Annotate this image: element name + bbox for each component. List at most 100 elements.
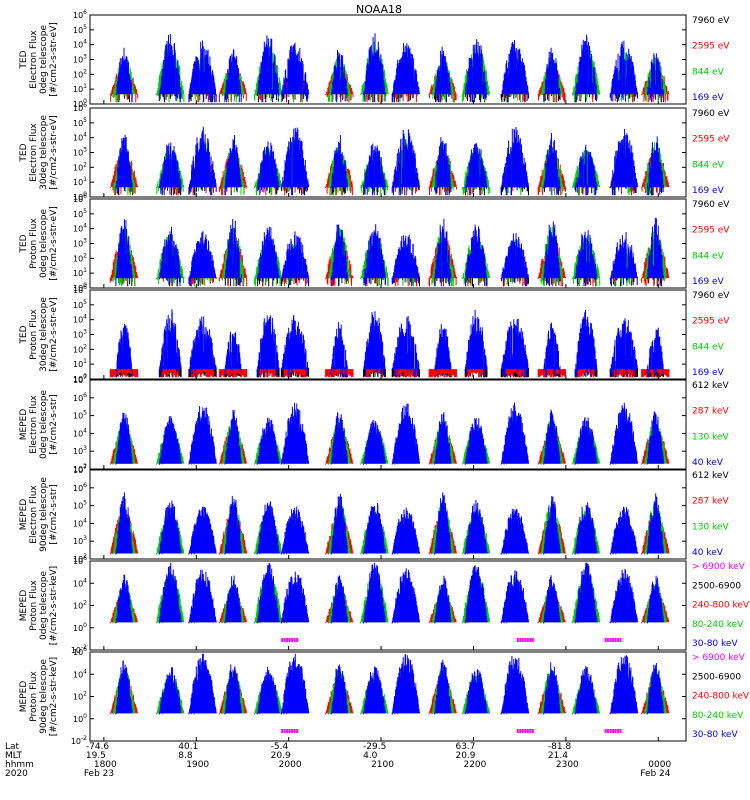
y-tick-label: 106 xyxy=(73,392,87,403)
axis-value: 4.0 xyxy=(363,751,378,761)
marker xyxy=(524,729,527,733)
ylabel-line: TED xyxy=(19,234,29,253)
panel-ylabel: TEDProton Flux0deg telescope[#/cm2-s-str… xyxy=(19,206,59,281)
marker xyxy=(288,638,291,642)
y-tick-label: 100 xyxy=(73,373,87,384)
marker xyxy=(607,638,610,642)
y-tick-exponent: 3 xyxy=(83,147,87,154)
axis-value: 2200 xyxy=(463,760,486,770)
y-tick-exponent: 6 xyxy=(83,482,87,489)
y-tick-exponent: 3 xyxy=(83,54,87,61)
ylabel-line: [#/cm2-s-str] xyxy=(49,394,59,454)
ylabel-line: Proton Flux xyxy=(29,580,39,631)
axis-value: 20.9 xyxy=(271,751,291,761)
legend-entry: 612 keV xyxy=(692,381,729,391)
y-tick-label: 104 xyxy=(73,517,87,528)
axis-value: -81.8 xyxy=(548,742,572,752)
y-tick-exponent: 4 xyxy=(83,223,87,230)
data-trace xyxy=(115,126,664,196)
axis-value: 8.8 xyxy=(178,751,193,761)
axis-value: Feb 24 xyxy=(640,769,671,779)
y-tick-label: 104 xyxy=(73,314,87,325)
y-tick-exponent: 3 xyxy=(83,329,87,336)
marker xyxy=(617,729,620,733)
panel-ylabel: TEDProton Flux30deg telescope[#/cm2-s-st… xyxy=(19,297,59,372)
panel-ylabel: MEPEDProton Flux0deg telescope[#/cm2-s-s… xyxy=(19,566,59,645)
y-tick-exponent: 2 xyxy=(83,463,87,470)
marker xyxy=(288,729,291,733)
axis-value: -29.5 xyxy=(363,742,386,752)
marker xyxy=(612,638,615,642)
y-tick-label: 100 xyxy=(73,191,87,202)
marker xyxy=(531,729,534,733)
legend-entry: 169 eV xyxy=(692,186,725,196)
y-tick-label: 103 xyxy=(73,238,87,249)
ylabel-line: 90deg telescope xyxy=(39,659,49,734)
legend-entry: 844 eV xyxy=(692,251,725,261)
ylabel-line: [#/cm2-s-str-eV] xyxy=(49,22,59,97)
y-tick-label: 103 xyxy=(73,329,87,340)
axis-value: 21.4 xyxy=(548,751,568,761)
legend-entry: 7960 eV xyxy=(692,16,730,26)
y-tick-label: 102 xyxy=(73,600,87,611)
ylabel-line: 30deg telescope xyxy=(39,297,49,372)
y-tick-exponent: 2 xyxy=(83,252,87,259)
y-tick-label: 105 xyxy=(73,117,87,128)
legend-entry: 7960 eV xyxy=(692,109,730,119)
ylabel-line: Electron Flux xyxy=(29,395,39,454)
marker xyxy=(296,729,299,733)
panel-8: 10-2 100 102 104 106 MEPEDProton Flux90deg te… xyxy=(19,646,750,746)
y-tick-label: 105 xyxy=(73,299,87,310)
panel-ylabel: MEPEDElectron Flux90deg telescope[#/cm2-… xyxy=(19,477,59,552)
y-tick-label: 102 xyxy=(73,161,87,172)
y-tick-exponent: 5 xyxy=(83,117,87,124)
y-tick-label: 103 xyxy=(73,445,87,456)
ylabel-line: Electron Flux xyxy=(29,123,39,182)
marker xyxy=(529,638,532,642)
y-tick-exponent: 1 xyxy=(83,176,87,183)
marker xyxy=(612,729,615,733)
legend-entry: 2500-6900 xyxy=(692,581,741,591)
y-tick-label: 104 xyxy=(73,223,87,234)
ylabel-line: [#/cm2-s-str-keV] xyxy=(49,657,59,736)
marker xyxy=(291,729,294,733)
legend-entry: 844 eV xyxy=(692,160,725,170)
y-tick-label: 104 xyxy=(73,577,87,588)
y-tick-label: 102 xyxy=(73,691,87,702)
y-tick-label: 103 xyxy=(73,54,87,65)
panel-ylabel: MEPEDElectron Flux0deg telescope[#/cm2-s… xyxy=(19,390,59,460)
axis-value: 2000 xyxy=(279,760,302,770)
y-tick-exponent: 7 xyxy=(83,464,87,471)
axis-value: -74.6 xyxy=(86,742,110,752)
ylabel-line: Electron Flux xyxy=(29,485,39,544)
time-axis: Lat -74.6 40.1 -5.4 -29.5 63.7 -81.8 MLT 19.5 8.8… xyxy=(5,742,671,779)
marker xyxy=(609,638,612,642)
ylabel-line: TED xyxy=(19,143,29,162)
marker xyxy=(619,638,622,642)
y-tick-exponent: 2 xyxy=(83,600,87,607)
y-tick-label: 106 xyxy=(73,193,87,204)
data-trace xyxy=(109,368,670,378)
ylabel-line: 30deg telescope xyxy=(39,115,49,190)
legend-entry: 130 keV xyxy=(692,522,729,532)
panel-frame xyxy=(89,469,687,560)
axis-value: 19.5 xyxy=(86,751,106,761)
y-tick-label: 100 xyxy=(73,98,87,109)
y-tick-label: 105 xyxy=(73,500,87,511)
ylabel-line: 0deg telescope xyxy=(39,25,49,95)
y-tick-label: 107 xyxy=(73,374,87,385)
ylabel-line: MEPED xyxy=(19,681,29,713)
marker xyxy=(519,638,522,642)
legend-entry: 844 eV xyxy=(692,342,725,352)
ylabel-line: [#/cm2-s-str-keV] xyxy=(49,566,59,645)
data-trace xyxy=(115,217,664,287)
marker xyxy=(521,729,524,733)
marker xyxy=(296,638,299,642)
marker xyxy=(524,638,527,642)
data-trace xyxy=(115,309,664,378)
legend-entry: 2595 eV xyxy=(692,42,730,52)
y-tick-exponent: 4 xyxy=(83,517,87,524)
marker xyxy=(609,729,612,733)
marker xyxy=(531,638,534,642)
